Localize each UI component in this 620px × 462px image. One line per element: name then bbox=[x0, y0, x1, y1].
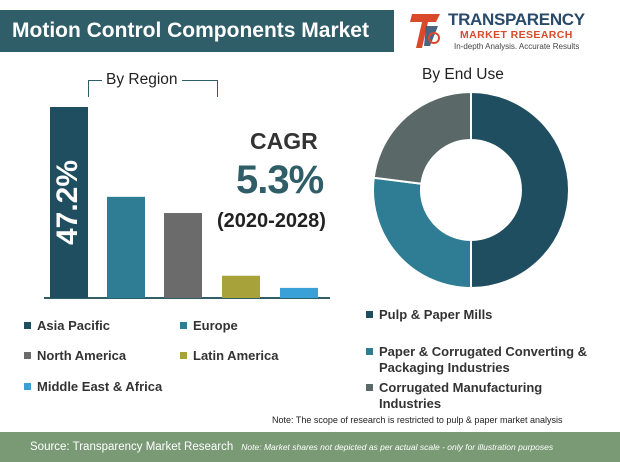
legend-swatch bbox=[366, 348, 373, 355]
legend-swatch bbox=[366, 384, 373, 391]
legend-item-asia-pacific: Asia Pacific bbox=[24, 318, 110, 333]
legend-swatch bbox=[24, 383, 31, 390]
bar-latin-america bbox=[222, 275, 260, 298]
bar-europe bbox=[107, 196, 145, 298]
donut-slice-2 bbox=[372, 176, 472, 290]
legend-item-latin-america: Latin America bbox=[180, 348, 279, 363]
legend-item-pulp-paper-mills: Pulp & Paper Mills bbox=[366, 307, 606, 323]
legend-item-corrugated-manufacturing: Corrugated Manufacturing Industries bbox=[366, 380, 586, 412]
cagr-label: CAGR bbox=[250, 128, 318, 154]
legend-label: Latin America bbox=[193, 348, 279, 363]
bar-north-america bbox=[164, 213, 202, 298]
legend-swatch bbox=[24, 322, 31, 329]
cagr-value: 5.3% bbox=[236, 158, 324, 202]
end-use-heading: By End Use bbox=[422, 66, 504, 83]
page-title: Motion Control Components Market bbox=[0, 10, 394, 52]
footer-note: Note: Market shares not depicted as per … bbox=[241, 442, 554, 452]
legend-label: North America bbox=[37, 348, 127, 363]
legend-item-north-america: North America bbox=[24, 348, 126, 363]
tmr-logo-mark-icon bbox=[410, 14, 440, 48]
logo-tagline: In-depth Analysis. Accurate Results bbox=[454, 42, 580, 51]
legend-item-paper-corrugated-converting: Paper & Corrugated Converting & Packagin… bbox=[366, 344, 606, 376]
bar-data-label: 47.2% bbox=[51, 160, 84, 245]
logo-subname: MARKET RESEARCH bbox=[460, 29, 573, 41]
tmr-logo: TRANSPARENCY MARKET RESEARCH In-depth An… bbox=[408, 6, 613, 56]
bar-middle-east-africa bbox=[280, 287, 318, 298]
legend-label: Corrugated Manufacturing Industries bbox=[379, 380, 543, 411]
legend-label: Paper & Corrugated Converting & Packagin… bbox=[379, 344, 588, 375]
legend-swatch bbox=[24, 352, 31, 359]
cagr-period: (2020-2028) bbox=[217, 210, 326, 232]
legend-swatch bbox=[180, 322, 187, 329]
legend-label: Middle East & Africa bbox=[37, 379, 163, 394]
legend-swatch bbox=[366, 311, 373, 318]
scope-note: Note: The scope of research is restricte… bbox=[272, 415, 563, 425]
region-heading: By Region bbox=[102, 71, 182, 89]
legend-label: Europe bbox=[193, 318, 238, 333]
donut-slice-3 bbox=[372, 90, 472, 185]
donut-slice-1 bbox=[470, 90, 570, 290]
legend-label: Pulp & Paper Mills bbox=[379, 307, 493, 322]
footer-bar: Source: Transparency Market Research Not… bbox=[0, 432, 620, 462]
bar-asia-pacific bbox=[50, 107, 88, 298]
footer-source: Source: Transparency Market Research bbox=[30, 441, 234, 453]
legend-swatch bbox=[180, 352, 187, 359]
logo-name: TRANSPARENCY bbox=[448, 10, 585, 29]
legend-item-middle-east-africa: Middle East & Africa bbox=[24, 379, 162, 394]
legend-item-europe: Europe bbox=[180, 318, 238, 333]
legend-label: Asia Pacific bbox=[37, 318, 110, 333]
